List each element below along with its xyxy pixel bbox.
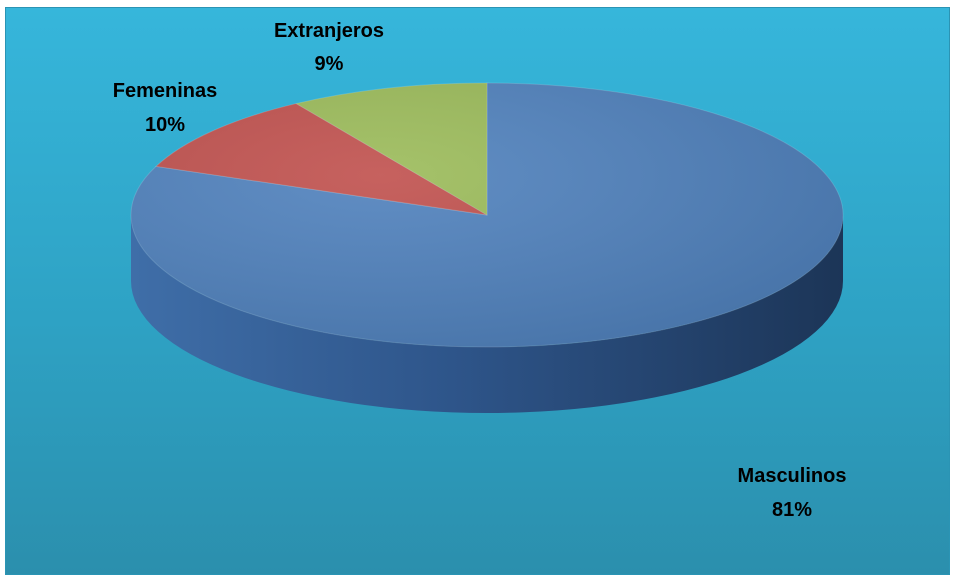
- slice-value-femeninas: 10%: [145, 114, 185, 136]
- pie-labels: Masculinos 81% Femeninas 10% Extranjeros…: [113, 20, 847, 521]
- slice-value-masculinos: 81%: [772, 499, 812, 521]
- pie-side-wall: [131, 215, 843, 413]
- pie-chart: Masculinos 81% Femeninas 10% Extranjeros…: [113, 20, 847, 521]
- slice-label-masculinos: Masculinos: [738, 465, 847, 487]
- chart-area: Masculinos 81% Femeninas 10% Extranjeros…: [5, 7, 950, 575]
- pie-top-shading: [131, 83, 843, 347]
- slice-label-femeninas: Femeninas: [113, 80, 217, 102]
- slice-label-extranjeros: Extranjeros: [274, 20, 384, 42]
- slice-value-extranjeros: 9%: [315, 53, 344, 75]
- pie-top-face: [130, 82, 844, 348]
- pie-side-masculinos: [131, 215, 843, 413]
